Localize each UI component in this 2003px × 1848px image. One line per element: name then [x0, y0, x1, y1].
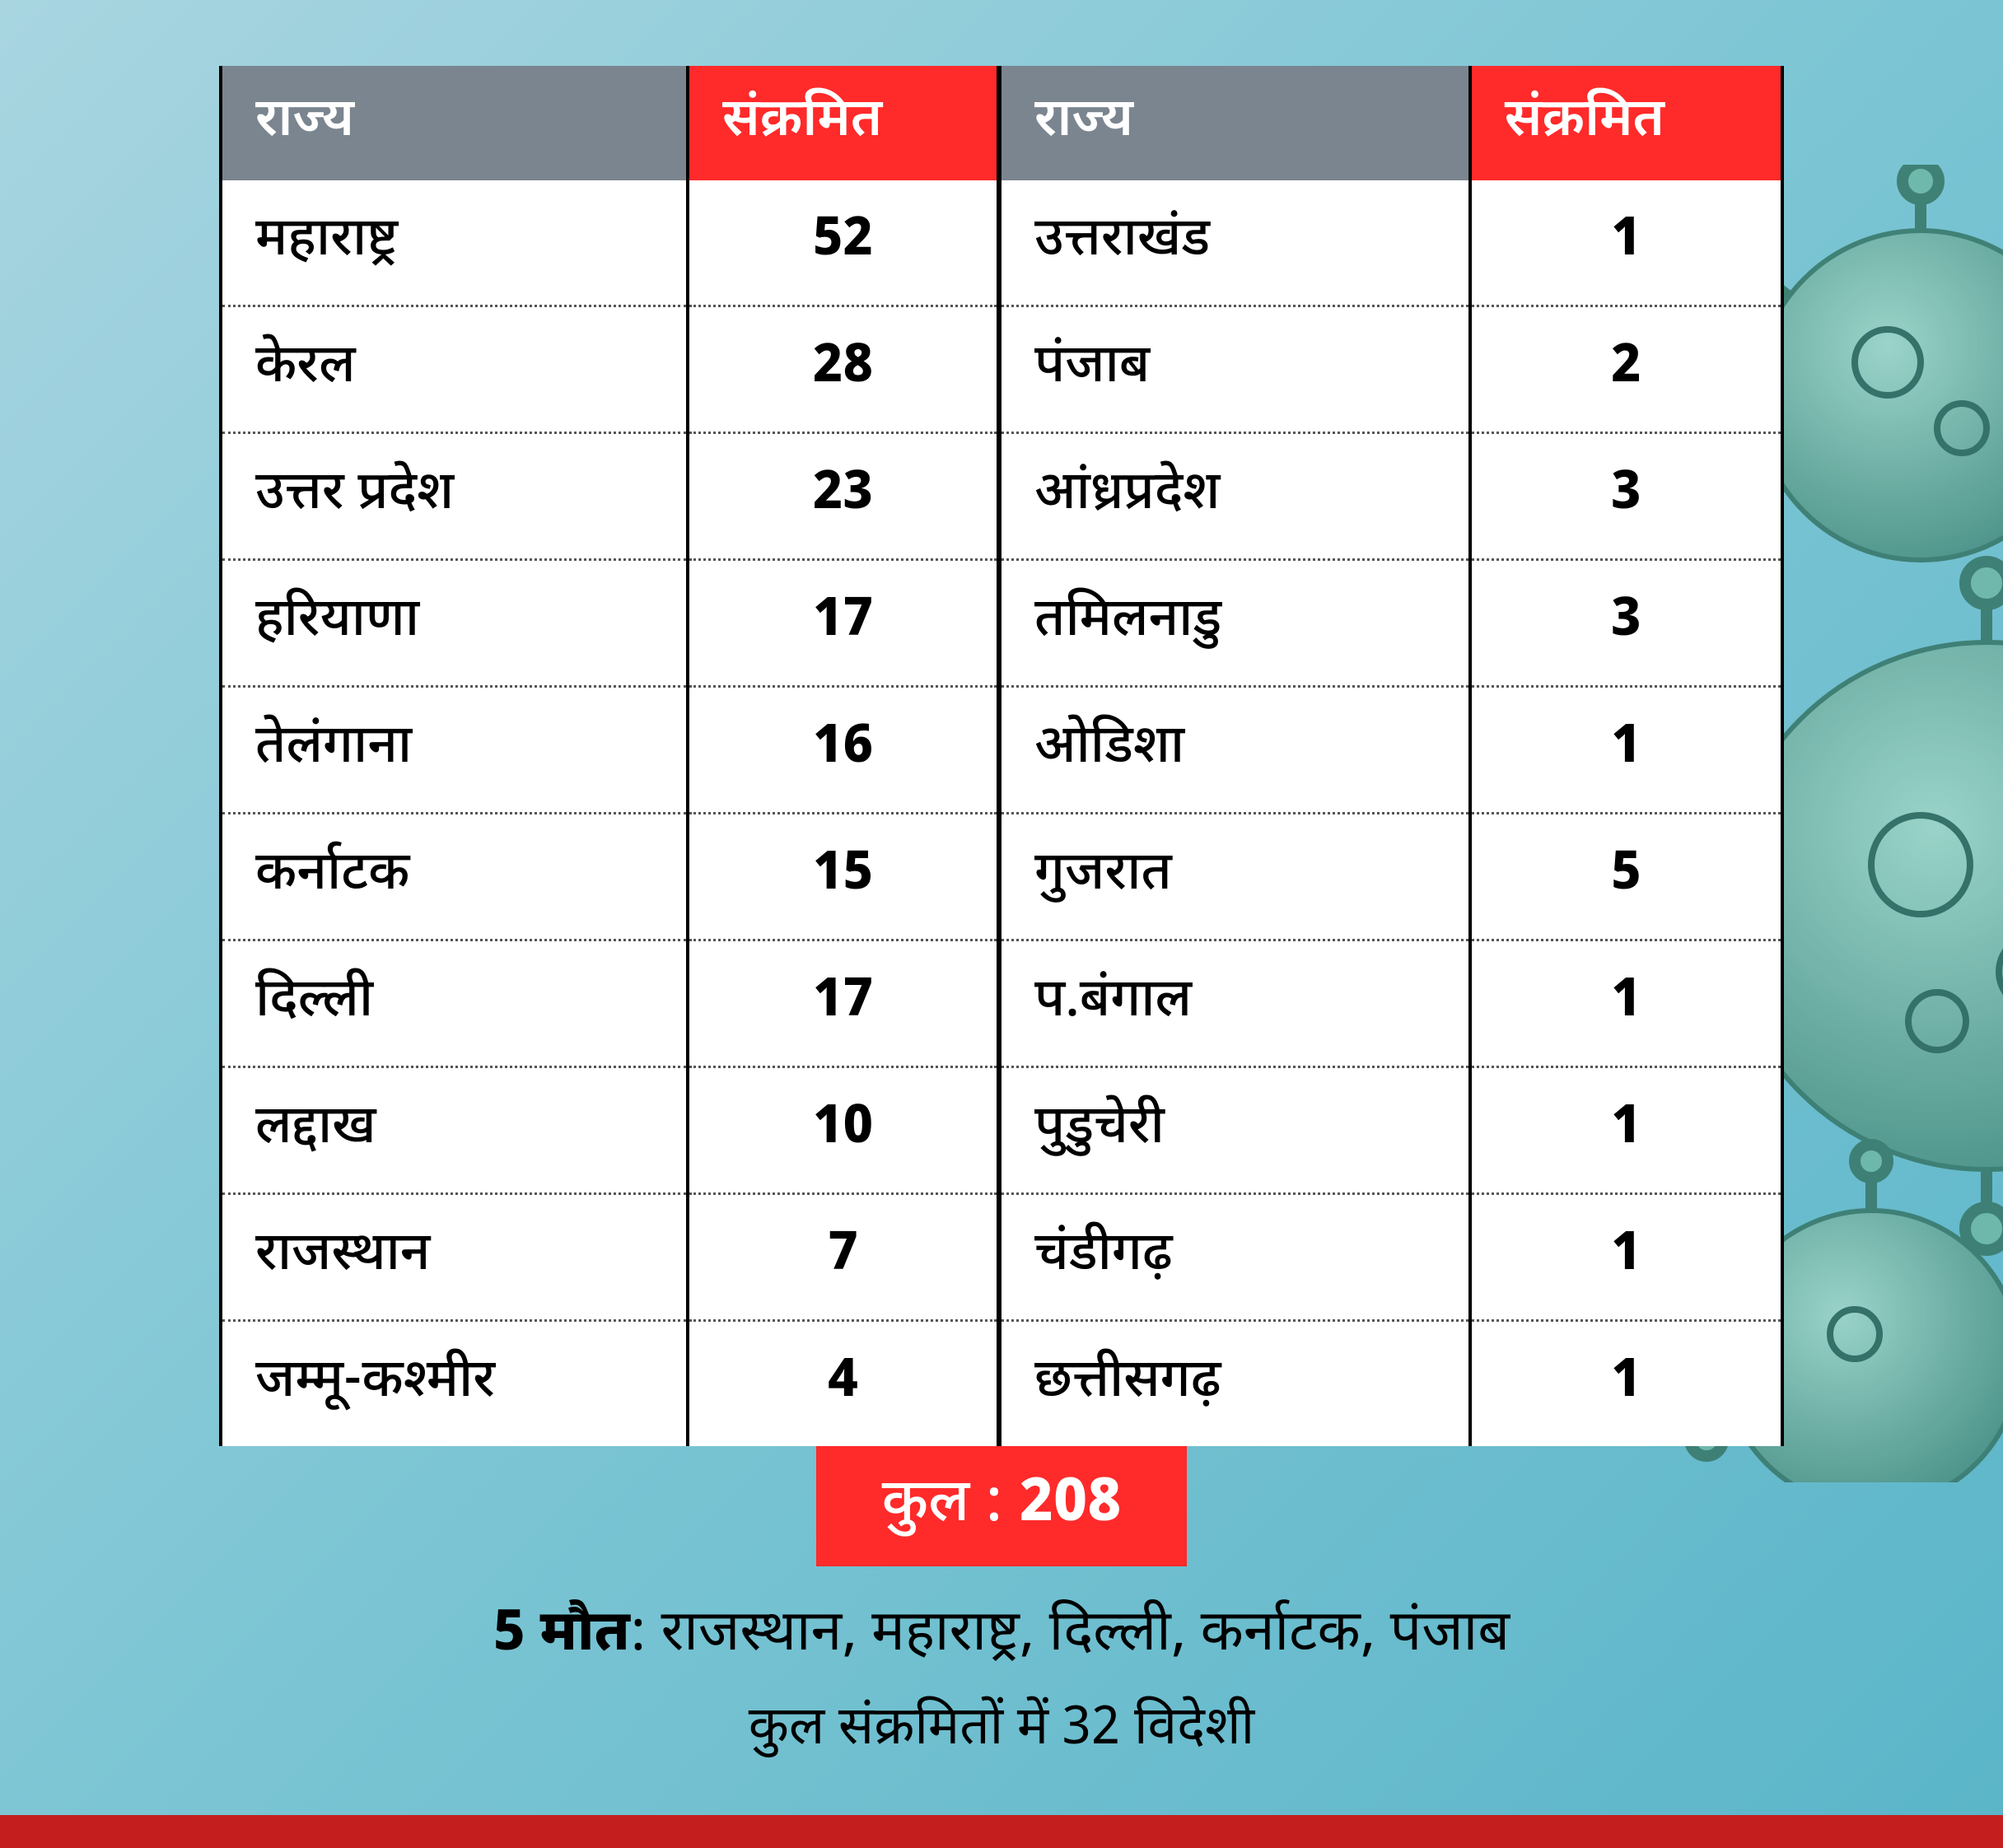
state-cell: उत्तर प्रदेश	[221, 433, 688, 560]
page-root: राज्य संक्रमित महाराष्ट्र52केरल28उत्तर प…	[0, 0, 2003, 1848]
footer-text: 5 मौत: राजस्थान, महाराष्ट्र, दिल्ली, कर्…	[493, 1599, 1510, 1766]
count-cell: 10	[688, 1067, 999, 1194]
count-cell: 52	[688, 180, 999, 306]
table-row: तेलंगाना16	[221, 687, 999, 814]
col-header-state: राज्य	[221, 66, 688, 180]
state-cell: कर्नाटक	[221, 814, 688, 940]
state-cell: केरल	[221, 306, 688, 433]
count-cell: 4	[688, 1321, 999, 1447]
total-label: कुल :	[882, 1468, 1003, 1545]
state-cell: महाराष्ट्र	[221, 180, 688, 306]
state-cell: आंध्रप्रदेश	[1002, 433, 1470, 560]
tables-row: राज्य संक्रमित महाराष्ट्र52केरल28उत्तर प…	[219, 66, 1784, 1446]
table-row: ओडिशा1	[1002, 687, 1782, 814]
table-row: पुडुचेरी1	[1002, 1067, 1782, 1194]
table-row: कर्नाटक15	[221, 814, 999, 940]
count-cell: 17	[688, 560, 999, 687]
state-cell: छत्तीसगढ़	[1002, 1321, 1470, 1447]
count-cell: 1	[1470, 1067, 1782, 1194]
state-cell: ओडिशा	[1002, 687, 1470, 814]
count-cell: 1	[1470, 1194, 1782, 1321]
count-cell: 1	[1470, 180, 1782, 306]
count-cell: 5	[1470, 814, 1782, 940]
state-cell: प.बंगाल	[1002, 940, 1470, 1067]
state-cell: दिल्ली	[221, 940, 688, 1067]
count-cell: 28	[688, 306, 999, 433]
table-row: आंध्रप्रदेश3	[1002, 433, 1782, 560]
total-badge: कुल : 208	[816, 1446, 1188, 1566]
state-cell: हरियाणा	[221, 560, 688, 687]
table-row: हरियाणा17	[221, 560, 999, 687]
state-cell: तेलंगाना	[221, 687, 688, 814]
state-cell: तमिलनाडु	[1002, 560, 1470, 687]
content-wrapper: राज्य संक्रमित महाराष्ट्र52केरल28उत्तर प…	[66, 66, 1937, 1766]
footer-line-deaths: 5 मौत: राजस्थान, महाराष्ट्र, दिल्ली, कर्…	[493, 1599, 1510, 1673]
count-cell: 15	[688, 814, 999, 940]
count-cell: 17	[688, 940, 999, 1067]
left-tbody: महाराष्ट्र52केरल28उत्तर प्रदेश23हरियाणा1…	[221, 180, 999, 1446]
deaths-states-list: : राजस्थान, महाराष्ट्र, दिल्ली, कर्नाटक,…	[630, 1599, 1510, 1673]
table-row: दिल्ली17	[221, 940, 999, 1067]
table-row: केरल28	[221, 306, 999, 433]
count-cell: 16	[688, 687, 999, 814]
col-header-count: संक्रमित	[1470, 66, 1782, 180]
bottom-red-bar	[0, 1815, 2003, 1848]
state-table-left: राज्य संक्रमित महाराष्ट्र52केरल28उत्तर प…	[219, 66, 1002, 1446]
count-cell: 1	[1470, 940, 1782, 1067]
table-row: लद्दाख10	[221, 1067, 999, 1194]
col-header-count: संक्रमित	[688, 66, 999, 180]
count-cell: 3	[1470, 433, 1782, 560]
state-cell: उत्तराखंड	[1002, 180, 1470, 306]
count-cell: 3	[1470, 560, 1782, 687]
table-row: पंजाब2	[1002, 306, 1782, 433]
table-row: गुजरात5	[1002, 814, 1782, 940]
deaths-count-bold: 5 मौत	[493, 1599, 630, 1673]
count-cell: 1	[1470, 687, 1782, 814]
table-row: छत्तीसगढ़1	[1002, 1321, 1782, 1447]
state-cell: पुडुचेरी	[1002, 1067, 1470, 1194]
table-row: उत्तराखंड1	[1002, 180, 1782, 306]
count-cell: 1	[1470, 1321, 1782, 1447]
table-row: जम्मू-कश्मीर4	[221, 1321, 999, 1447]
count-cell: 7	[688, 1194, 999, 1321]
table-row: चंडीगढ़1	[1002, 1194, 1782, 1321]
state-cell: पंजाब	[1002, 306, 1470, 433]
count-cell: 23	[688, 433, 999, 560]
table-row: प.बंगाल1	[1002, 940, 1782, 1067]
right-tbody: उत्तराखंड1पंजाब2आंध्रप्रदेश3तमिलनाडु3ओडि…	[1002, 180, 1782, 1446]
total-value: 208	[1020, 1468, 1122, 1545]
state-table-right: राज्य संक्रमित उत्तराखंड1पंजाब2आंध्रप्रद…	[1002, 66, 1784, 1446]
table-row: महाराष्ट्र52	[221, 180, 999, 306]
table-row: तमिलनाडु3	[1002, 560, 1782, 687]
state-cell: जम्मू-कश्मीर	[221, 1321, 688, 1447]
table-row: राजस्थान7	[221, 1194, 999, 1321]
state-cell: चंडीगढ़	[1002, 1194, 1470, 1321]
state-cell: गुजरात	[1002, 814, 1470, 940]
state-cell: लद्दाख	[221, 1067, 688, 1194]
col-header-state: राज्य	[1002, 66, 1470, 180]
footer-line-foreign: कुल संक्रमितों में 32 विदेशी	[493, 1697, 1510, 1766]
count-cell: 2	[1470, 306, 1782, 433]
state-cell: राजस्थान	[221, 1194, 688, 1321]
table-row: उत्तर प्रदेश23	[221, 433, 999, 560]
